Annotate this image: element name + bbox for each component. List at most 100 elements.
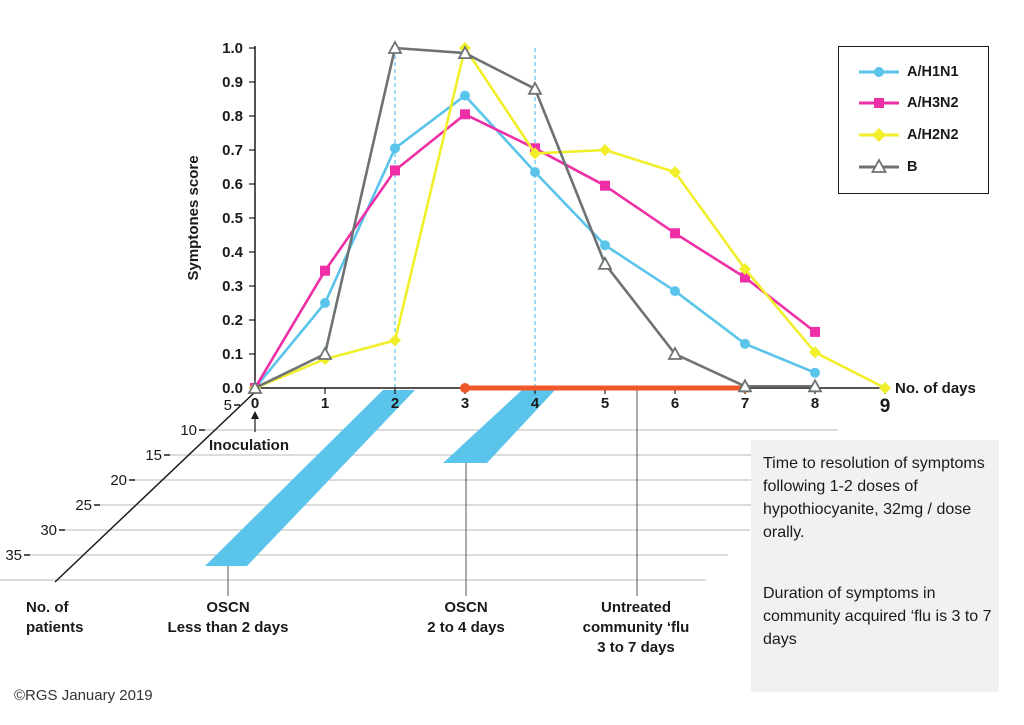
band-label-oscn-mid: OSCN 2 to 4 days: [386, 598, 546, 638]
data-point-a-h2n2: [529, 147, 541, 160]
band-label-oscn-mid-line1: OSCN: [444, 599, 488, 616]
legend-swatch-h1n1: [859, 67, 899, 77]
data-point-a-h2n2: [739, 263, 751, 275]
data-point-a-h1n1: [600, 240, 610, 251]
untreated-label-line2: community ‘flu: [582, 619, 690, 636]
untreated-label-line1: Untreated: [600, 599, 671, 616]
y-tick-label: 0.4: [222, 244, 244, 261]
y-axis-label: Symptones score: [185, 155, 202, 280]
note-panel: Time to resolution of symptoms following…: [751, 440, 999, 692]
y-tick-label: 0.8: [222, 108, 243, 125]
y-tick-label: 1.0: [222, 40, 243, 57]
legend: A/H1N1 A/H3N2 A/H2N2 B: [838, 46, 989, 194]
x-tick-label: 8: [811, 395, 819, 412]
data-point-b: [387, 40, 403, 54]
copyright-text: ©RGS January 2019: [14, 687, 153, 704]
series-line-a-h2n2: [254, 46, 886, 390]
data-point-a-h2n2: [669, 166, 681, 179]
x-tick-label: 6: [671, 395, 679, 412]
untreated-label: Untreated community ‘flu 3 to 7 days: [556, 598, 716, 658]
data-point-a-h2n2: [809, 346, 821, 359]
untreated-label-line3: 3 to 7 days: [597, 639, 675, 656]
data-point-b: [317, 346, 333, 360]
note-paragraph-2: Duration of symptoms in community acquir…: [763, 585, 992, 648]
band-label-oscn-short-line1: OSCN: [206, 599, 250, 616]
y-tick-label: 0.3: [222, 278, 243, 295]
y-tick-label: 0.0: [222, 380, 243, 397]
y-tick-label: 0.5: [222, 210, 243, 227]
data-point-a-h3n2: [740, 272, 750, 283]
x-tick-label: 4: [531, 395, 540, 412]
untreated-range-start: [460, 383, 470, 393]
data-point-a-h3n2: [670, 228, 680, 239]
x-tick-label: 9: [880, 396, 891, 417]
data-point-a-h1n1: [670, 286, 680, 297]
legend-swatch-h3n2: [859, 98, 899, 108]
data-point-a-h3n2: [600, 180, 610, 191]
legend-label-h3n2: A/H3N2: [907, 95, 959, 111]
depth-tick-label: 5: [224, 397, 232, 414]
x-tick-label: 3: [461, 395, 469, 412]
data-point-a-h1n1: [390, 143, 400, 154]
data-point-a-h2n2: [879, 382, 891, 394]
y-tick-label: 0.1: [222, 346, 243, 363]
depth-floor: 510152025303540: [0, 388, 838, 596]
x-axis-label: No. of days: [895, 380, 976, 397]
legend-label-h2n2: A/H2N2: [907, 127, 959, 143]
depth-axis-label: No. of patients: [26, 598, 84, 638]
data-point-a-h1n1: [740, 338, 750, 349]
data-point-a-h2n2: [389, 334, 401, 347]
depth-axis-line: [54, 391, 256, 583]
data-point-b: [667, 346, 683, 360]
x-tick-label: 1: [321, 395, 329, 412]
legend-label-b: B: [907, 159, 918, 175]
x-tick-label: 0: [251, 395, 259, 412]
legend-item-h1n1: A/H1N1: [857, 62, 987, 82]
y-tick-label: 0.6: [222, 176, 243, 193]
data-point-a-h1n1: [530, 167, 540, 178]
legend-label-h1n1: A/H1N1: [907, 64, 959, 80]
data-point-a-h1n1: [810, 367, 820, 378]
legend-swatch-h2n2: [859, 128, 899, 142]
y-tick-label: 0.2: [222, 312, 243, 329]
data-point-b: [597, 256, 613, 270]
data-point-b: [457, 45, 473, 59]
depth-tick-label: 10: [180, 422, 197, 439]
band-label-oscn-short-line2: Less than 2 days: [167, 619, 289, 636]
depth-tick-label: 25: [75, 497, 92, 514]
legend-item-h2n2: A/H2N2: [857, 125, 987, 145]
x-tick-label: 5: [601, 395, 609, 412]
data-point-a-h3n2: [390, 165, 400, 176]
depth-tick-label: 15: [145, 447, 162, 464]
chart-series: [247, 40, 891, 394]
data-point-b: [737, 378, 753, 393]
data-point-b: [807, 378, 823, 393]
band-oscn-short: [205, 390, 415, 566]
inoculation-arrow-head: [251, 411, 259, 419]
inoculation-label: Inoculation: [209, 437, 289, 454]
depth-axis-label-line2: patients: [26, 619, 84, 636]
x-tick-label: 2: [391, 395, 399, 412]
legend-item-h3n2: A/H3N2: [857, 93, 987, 113]
data-point-a-h3n2: [810, 326, 820, 337]
depth-tick-label: 35: [5, 547, 22, 564]
data-point-b: [247, 380, 263, 394]
data-point-a-h1n1: [320, 298, 330, 308]
legend-swatch-b: [859, 158, 899, 173]
x-tick-label: 7: [741, 395, 749, 412]
depth-tick-label: 30: [40, 522, 57, 539]
band-label-oscn-short: OSCN Less than 2 days: [138, 598, 318, 638]
y-tick-label: 0.9: [222, 74, 243, 91]
legend-item-b: B: [857, 157, 987, 177]
note-paragraph-1: Time to resolution of symptoms following…: [763, 455, 985, 541]
data-point-a-h1n1: [460, 90, 470, 101]
data-point-a-h3n2: [320, 265, 330, 276]
band-oscn-mid: [443, 390, 555, 463]
chart-axes: 0.0 0.1 0.2 0.3 0.4 0.5 0.6 0.7 0.8 0.9 1.0 0 1 2 3 4 5 6…: [222, 40, 890, 417]
data-point-b: [527, 80, 543, 95]
data-point-a-h2n2: [599, 144, 611, 156]
y-tick-label: 0.7: [222, 142, 243, 159]
depth-axis-label-line1: No. of: [26, 599, 69, 616]
band-label-oscn-mid-line2: 2 to 4 days: [427, 619, 505, 636]
